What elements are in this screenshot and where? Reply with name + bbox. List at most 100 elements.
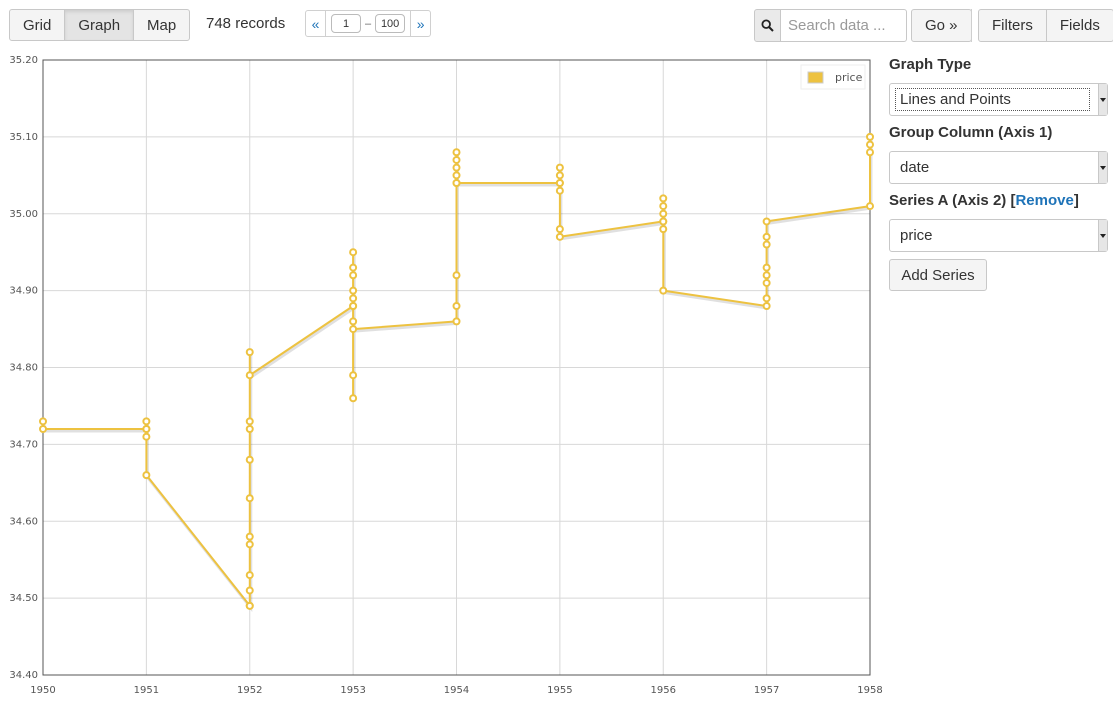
add-series-button[interactable]: Add Series xyxy=(889,259,987,291)
pager-range: – xyxy=(326,14,410,33)
data-point xyxy=(452,302,461,310)
data-point xyxy=(349,263,358,272)
data-point xyxy=(245,494,254,503)
data-point xyxy=(452,179,461,187)
data-point xyxy=(349,317,358,326)
data-point xyxy=(866,148,874,157)
data-point xyxy=(349,325,358,334)
line-chart: 1950 1951 1952 1953 1954 1955 1956 1957 1958 34.4… xyxy=(9,55,882,696)
data-point xyxy=(452,155,461,164)
data-point xyxy=(452,163,461,172)
data-point xyxy=(555,186,564,195)
data-point xyxy=(762,294,771,303)
graph-type-label: Graph Type xyxy=(889,56,972,73)
data-point xyxy=(452,171,461,180)
grid-view-button[interactable]: Grid xyxy=(9,9,66,41)
data-point xyxy=(245,586,254,595)
pager-prev-button[interactable]: « xyxy=(306,11,326,36)
data-point xyxy=(142,432,151,441)
graph-panel: 1950 1951 1952 1953 1954 1955 1956 1957 1958 34.4… xyxy=(0,50,885,718)
x-tick-label: 1957 xyxy=(754,685,779,696)
graph-type-select[interactable]: Lines and Points xyxy=(889,83,1108,116)
go-group: Go » xyxy=(911,9,972,42)
x-tick-label: 1953 xyxy=(340,685,365,696)
data-point xyxy=(142,417,151,426)
data-point xyxy=(245,601,254,610)
data-point xyxy=(452,317,461,326)
data-point xyxy=(245,532,254,541)
data-point xyxy=(659,194,668,203)
series-value: price xyxy=(900,227,933,244)
data-point xyxy=(659,209,668,218)
data-point xyxy=(349,294,358,303)
x-tick-label: 1955 xyxy=(547,685,572,696)
data-point xyxy=(245,571,254,580)
go-button[interactable]: Go » xyxy=(911,9,972,42)
series-select[interactable]: price xyxy=(889,219,1108,252)
x-tick-label: 1951 xyxy=(134,685,159,696)
view-switcher: Grid Graph Map xyxy=(9,9,191,41)
data-point xyxy=(555,171,564,180)
search-input[interactable] xyxy=(780,9,907,42)
toolbar-divider xyxy=(971,9,972,42)
filters-button[interactable]: Filters xyxy=(978,9,1047,42)
data-point xyxy=(762,240,771,249)
y-tick-label: 35.20 xyxy=(9,55,38,66)
search-icon xyxy=(761,19,774,32)
data-point xyxy=(659,202,668,211)
y-tick-label: 35.10 xyxy=(9,132,38,143)
data-point xyxy=(245,371,254,380)
data-point xyxy=(39,425,47,433)
data-point xyxy=(555,232,564,241)
data-point xyxy=(659,286,668,295)
data-point xyxy=(866,132,874,141)
data-point xyxy=(452,271,461,280)
chevron-down-icon xyxy=(1098,84,1107,115)
data-point xyxy=(762,217,771,226)
data-point xyxy=(866,140,874,149)
sidebar-toggle-group: Filters Fields xyxy=(978,9,1113,42)
data-point xyxy=(659,217,668,226)
data-point xyxy=(349,302,358,310)
pager: « – » xyxy=(305,10,432,37)
fields-button[interactable]: Fields xyxy=(1045,9,1113,42)
data-point xyxy=(349,271,358,280)
legend-swatch xyxy=(807,71,824,84)
y-tick-label: 34.90 xyxy=(9,286,38,297)
data-point xyxy=(452,148,461,157)
data-point xyxy=(349,394,358,403)
series-label-text: Series A (Axis 2) [ xyxy=(889,192,1016,209)
record-count: 748 records xyxy=(206,15,286,32)
data-point xyxy=(39,417,47,426)
group-column-select[interactable]: date xyxy=(889,151,1108,184)
y-tick-label: 35.00 xyxy=(9,209,38,220)
search-button[interactable] xyxy=(754,9,781,42)
group-column-label: Group Column (Axis 1) xyxy=(889,124,1053,141)
pager-from-input[interactable] xyxy=(331,14,361,33)
pager-next-button[interactable]: » xyxy=(410,11,430,36)
data-point xyxy=(555,225,564,234)
x-tick-label: 1956 xyxy=(651,685,676,696)
series-label-close: ] xyxy=(1073,192,1079,209)
remove-series-link[interactable]: Remove xyxy=(1015,192,1074,209)
data-point xyxy=(555,163,564,172)
group-column-value: date xyxy=(900,159,930,176)
x-tick-label: 1954 xyxy=(444,685,469,696)
data-point xyxy=(762,278,771,287)
plot-border xyxy=(42,59,871,676)
pager-to-input[interactable] xyxy=(375,14,406,33)
y-tick-label: 34.70 xyxy=(9,439,38,450)
chevron-down-icon xyxy=(1098,220,1107,251)
data-point xyxy=(762,271,771,280)
map-view-button[interactable]: Map xyxy=(133,9,191,41)
graph-view-button[interactable]: Graph xyxy=(64,9,135,41)
x-tick-label: 1952 xyxy=(237,685,262,696)
data-point xyxy=(659,225,668,234)
data-point xyxy=(866,202,874,211)
legend-label: price xyxy=(835,71,863,84)
y-tick-label: 34.60 xyxy=(9,516,38,527)
data-point xyxy=(762,302,771,310)
y-tick-label: 34.40 xyxy=(9,670,38,681)
chevron-down-icon xyxy=(1098,152,1107,183)
data-point xyxy=(349,248,358,257)
